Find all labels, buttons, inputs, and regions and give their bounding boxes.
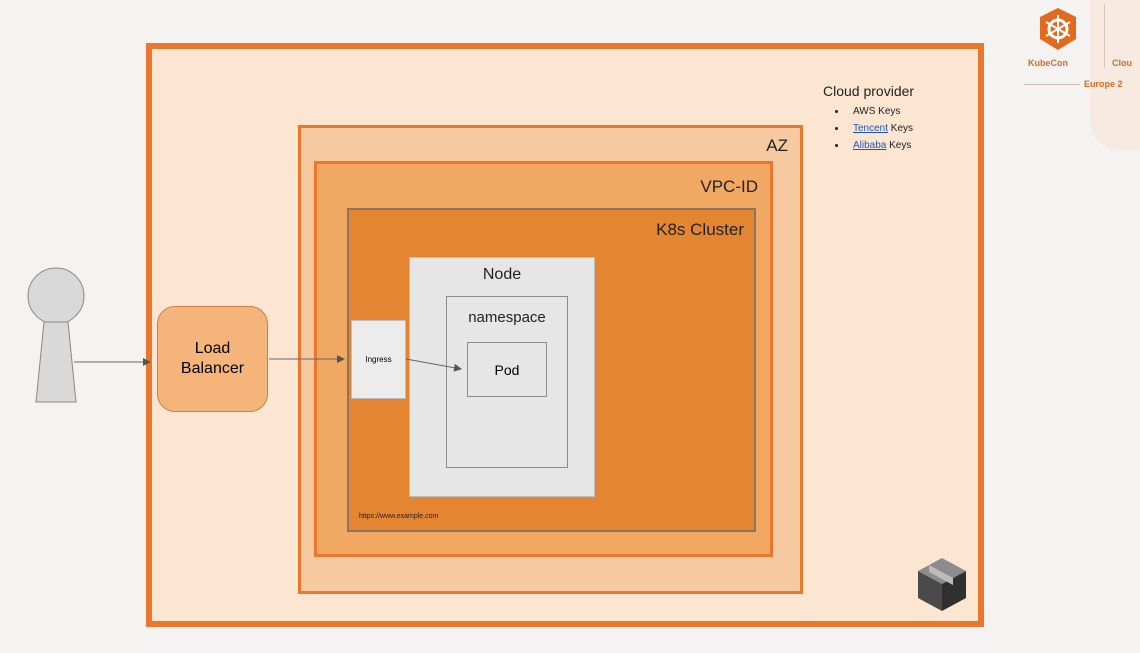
k8s-cluster-label: K8s Cluster (656, 220, 744, 239)
node-label: Node (482, 266, 522, 283)
arrow-ingress-to-pod (405, 358, 462, 372)
user-icon (27, 267, 85, 403)
pod-box: Pod (467, 342, 547, 397)
url-text: https://www.example.com (359, 513, 439, 520)
package-box-icon (918, 558, 966, 611)
europe-text: Europe 2 (1084, 79, 1123, 89)
vpc-label: VPC-ID (700, 177, 758, 196)
namespace-label: namespace (468, 309, 546, 326)
ingress-box: Ingress (351, 320, 406, 399)
list-item-alibaba-keys: Alibaba Keys (847, 137, 983, 154)
cloudnativecon-text: Clou (1112, 58, 1132, 68)
load-balancer-label: Load Balancer (180, 340, 245, 377)
cloud-provider-title: Cloud provider (823, 83, 915, 99)
list-item-tencent-keys: Tencent Keys (847, 120, 983, 137)
cloud-provider-legend: Cloud provider AWS Keys Tencent Keys Ali… (823, 83, 983, 154)
az-label: AZ (766, 136, 788, 155)
ingress-label: Ingress (365, 355, 392, 364)
kubecon-logo: KubeCon Clou Europe 2 (1016, 0, 1140, 150)
load-balancer-box: Load Balancer (157, 306, 268, 412)
kubecon-text: KubeCon (1028, 58, 1068, 68)
list-item-aws-keys: AWS Keys (847, 103, 983, 120)
tencent-link[interactable]: Tencent (853, 123, 889, 134)
kubecon-helm-icon (1040, 8, 1076, 50)
alibaba-link[interactable]: Alibaba (853, 140, 887, 151)
pod-label: Pod (494, 361, 520, 378)
cloud-provider-key-list: AWS Keys Tencent Keys Alibaba Keys (823, 103, 983, 154)
